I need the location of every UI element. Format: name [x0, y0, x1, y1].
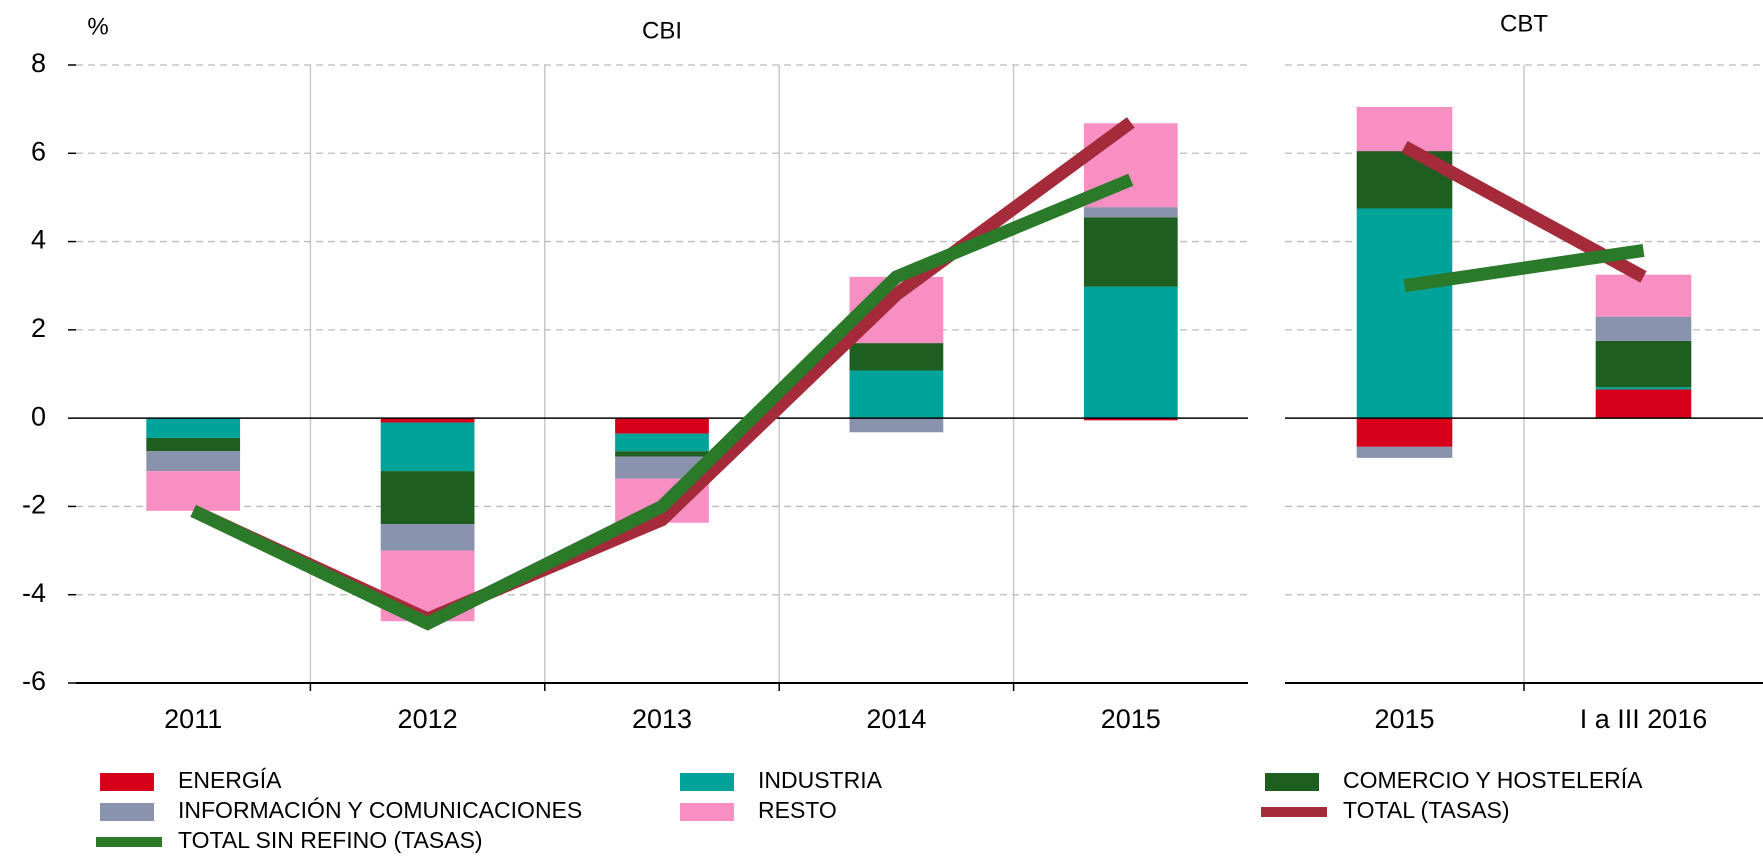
bar — [146, 418, 241, 439]
bar — [1595, 274, 1692, 317]
bar — [1356, 208, 1453, 419]
legend-swatch — [1261, 807, 1327, 817]
legend-swatch — [680, 803, 734, 821]
legend-label: INDUSTRIA — [758, 767, 883, 793]
line — [190, 173, 1134, 631]
legend-label: TOTAL (TASAS) — [1343, 797, 1510, 823]
y-tick-label: -4 — [22, 578, 46, 608]
y-axis-label: % — [87, 13, 108, 40]
bar — [1595, 387, 1692, 390]
bar — [1356, 418, 1453, 447]
bar — [1083, 217, 1178, 287]
legend-label: INFORMACIÓN Y COMUNICACIONES — [178, 797, 582, 823]
x-tick-label: 2014 — [866, 704, 926, 734]
bar — [380, 471, 475, 525]
bar — [146, 471, 241, 511]
bar — [146, 451, 241, 472]
bar — [1595, 340, 1692, 388]
x-tick-label: 2013 — [632, 704, 692, 734]
bar — [615, 418, 709, 434]
bar — [849, 370, 944, 419]
bar — [849, 343, 944, 371]
bar — [1083, 418, 1178, 421]
line — [1403, 243, 1645, 293]
chart-title: CBT — [1500, 10, 1548, 37]
y-tick-label: 2 — [31, 313, 46, 343]
bar — [380, 422, 475, 472]
x-tick-label: 2011 — [164, 704, 222, 734]
x-tick-label: 2015 — [1374, 704, 1434, 734]
legend-swatch — [96, 837, 162, 847]
y-tick-label: -6 — [22, 666, 46, 696]
y-tick-label: 8 — [31, 48, 46, 78]
bar — [1356, 106, 1453, 152]
x-tick-label: I a III 2016 — [1580, 704, 1708, 734]
y-tick-label: 0 — [31, 401, 46, 431]
bar — [146, 438, 241, 452]
bar — [1595, 316, 1692, 341]
legend-swatch — [100, 803, 154, 821]
line — [190, 117, 1135, 627]
x-tick-label: 2015 — [1101, 704, 1161, 734]
x-tick-label: 2012 — [398, 704, 458, 734]
bar — [615, 433, 709, 452]
bar — [1083, 207, 1178, 218]
y-tick-label: 4 — [31, 225, 46, 255]
y-tick-label: 6 — [31, 136, 46, 166]
bar — [615, 451, 709, 457]
bar — [380, 524, 475, 551]
bar — [380, 418, 475, 423]
bar — [1595, 389, 1692, 419]
legend-label: RESTO — [758, 797, 837, 823]
bar — [615, 456, 709, 479]
legend-label: ENERGÍA — [178, 767, 282, 793]
legend-label: COMERCIO Y HOSTELERÍA — [1343, 767, 1643, 793]
legend-label: TOTAL SIN REFINO (TASAS) — [178, 827, 483, 853]
legend-swatch — [680, 773, 734, 791]
legend-swatch — [1265, 773, 1319, 791]
bar — [1083, 286, 1178, 419]
chart-title: CBI — [642, 17, 682, 44]
bar — [1356, 446, 1453, 458]
legend-swatch — [100, 773, 154, 791]
y-tick-label: -2 — [22, 490, 46, 520]
bar — [849, 418, 944, 433]
